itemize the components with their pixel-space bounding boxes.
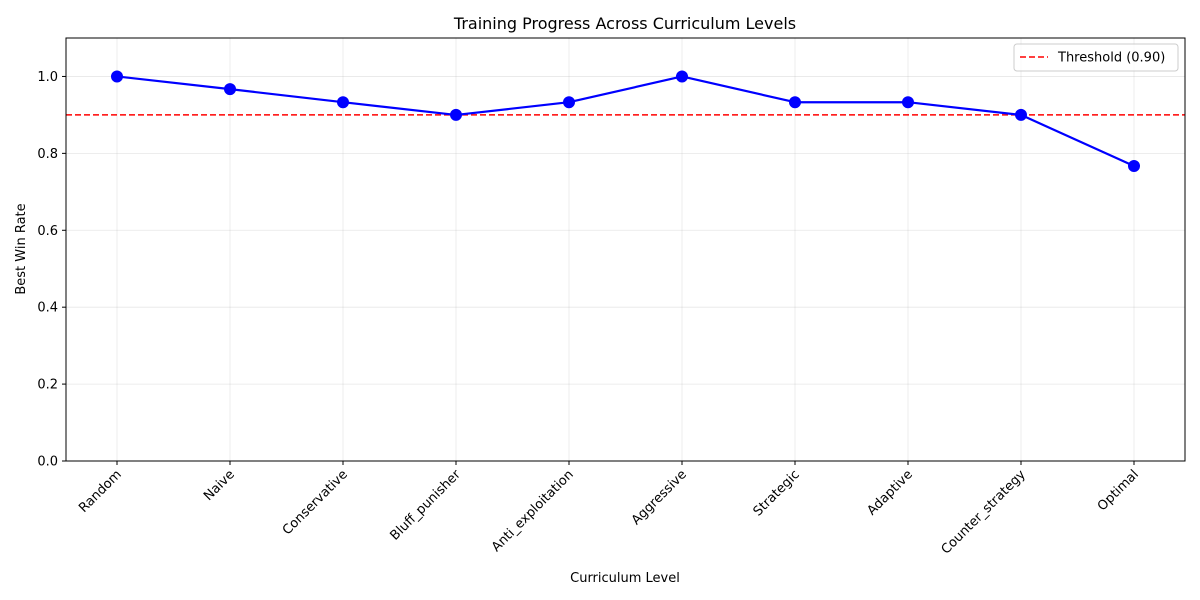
x-tick-label: Adaptive <box>865 467 916 518</box>
x-tick-label: Conservative <box>280 467 351 538</box>
grid-layer <box>66 38 1185 462</box>
legend: Threshold (0.90) <box>1013 43 1179 72</box>
data-point <box>111 70 123 83</box>
x-tick-label: Naive <box>201 467 238 504</box>
x-tick-label: Aggressive <box>629 467 690 528</box>
ticks-layer: 0.0 0.2 0.4 0.6 0.8 1.0 Random Naive Conservativ… <box>37 70 1142 558</box>
x-tick-label: Optimal <box>1095 467 1142 514</box>
x-axis-label: Curriculum Level <box>570 571 680 586</box>
x-tick-label: Anti_exploitation <box>489 467 577 555</box>
data-point <box>337 96 349 109</box>
data-point <box>789 96 801 109</box>
data-point <box>563 96 575 109</box>
y-tick-label: 0.4 <box>37 301 58 316</box>
data-point <box>1015 108 1027 121</box>
y-tick-label: 0.8 <box>37 147 58 162</box>
x-tick-label: Random <box>76 467 125 516</box>
data-point <box>902 96 914 109</box>
data-point <box>676 70 688 83</box>
data-point <box>450 108 462 121</box>
x-tick-label: Strategic <box>751 467 803 519</box>
chart-title: Training Progress Across Curriculum Leve… <box>453 14 796 33</box>
series-layer <box>111 70 1140 173</box>
data-point <box>1128 160 1140 173</box>
y-axis-label: Best Win Rate <box>14 203 29 294</box>
x-tick-label: Counter_strategy <box>939 467 1029 557</box>
legend-label-threshold: Threshold (0.90) <box>1057 51 1165 66</box>
y-tick-label: 0.6 <box>37 224 58 239</box>
legend-frame <box>1013 43 1179 72</box>
plot-frame <box>65 37 1186 462</box>
axes-layer <box>65 37 1186 462</box>
x-tick-label: Bluff_punisher <box>388 467 465 544</box>
y-tick-label: 0.0 <box>37 455 58 470</box>
data-point <box>224 83 236 96</box>
y-tick-label: 0.2 <box>37 378 58 393</box>
series-line <box>116 75 1135 168</box>
y-tick-label: 1.0 <box>37 70 58 85</box>
